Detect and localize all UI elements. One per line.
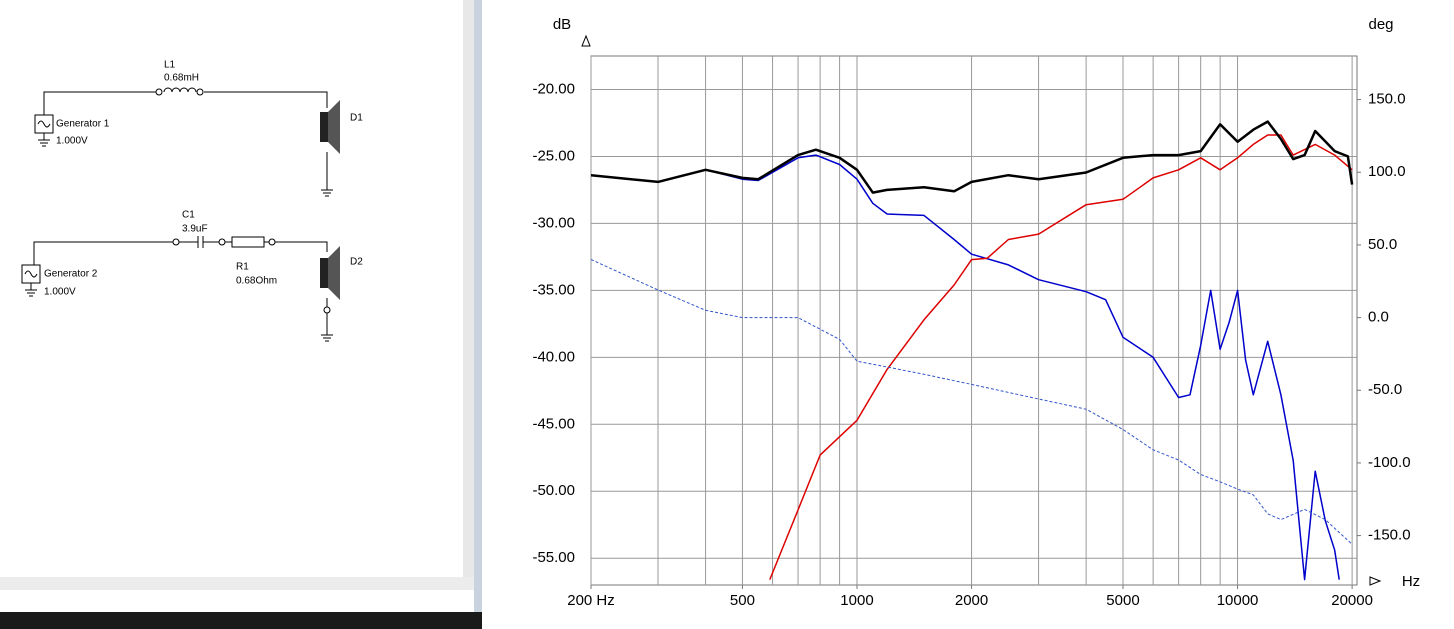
- capacitor-symbol[interactable]: [197, 236, 204, 248]
- node: [172, 238, 180, 246]
- x-tick-label: 1000: [840, 592, 873, 609]
- y2-tick-label: 150.0: [1368, 91, 1406, 108]
- y-tick-label: -55.00: [532, 549, 575, 566]
- speaker-symbol[interactable]: [320, 258, 328, 288]
- taskbar-strip: [0, 612, 482, 629]
- horizontal-scrollbar[interactable]: [0, 577, 474, 590]
- generator-voltage: 1.000V: [56, 136, 88, 147]
- series-line: [591, 259, 1353, 545]
- axis-arrow: [581, 34, 1382, 586]
- generator-wave: [24, 270, 38, 278]
- x-tick-label: 10000: [1217, 592, 1259, 609]
- x-tick-label: 500: [730, 592, 755, 609]
- resistor-symbol[interactable]: [231, 236, 265, 248]
- y-tick-label: -35.00: [532, 281, 575, 298]
- y-axis-label: dB: [553, 16, 571, 33]
- y-tick-label: -20.00: [532, 80, 575, 97]
- resistor-ref: R1: [236, 262, 249, 273]
- y2-tick-label: 50.0: [1368, 236, 1397, 253]
- speaker-cone: [328, 100, 340, 154]
- series-line: [591, 154, 1340, 581]
- node: [268, 238, 276, 246]
- schematic-canvas: [0, 0, 474, 612]
- driver-label: D2: [350, 257, 363, 268]
- series-line: [769, 134, 1353, 580]
- y-tick-label: -30.00: [532, 214, 575, 231]
- chart: dB deg Hz -20.00 -25.00 -30.00 -35.00 -40.00…: [532, 16, 1420, 609]
- y2-tick-label: -100.0: [1368, 454, 1411, 471]
- node: [155, 88, 163, 96]
- generator-label: Generator 2: [44, 269, 98, 280]
- x-tick-label: 2000: [955, 592, 988, 609]
- generator-wave: [37, 120, 51, 128]
- speaker-symbol[interactable]: [320, 112, 328, 142]
- capacitor-ref: C1: [182, 210, 195, 221]
- wire: [25, 241, 333, 342]
- x-tick-label: 20000: [1331, 592, 1373, 609]
- node: [218, 238, 226, 246]
- y2-tick-label: -150.0: [1368, 527, 1411, 544]
- window-border: [474, 0, 482, 629]
- y2-tick-label: 100.0: [1368, 163, 1406, 180]
- generator-label: Generator 1: [56, 119, 110, 130]
- vertical-scrollbar[interactable]: [463, 0, 474, 590]
- resistor-value: 0.68Ohm: [236, 276, 277, 287]
- schematic-panel: Generator 1 1.000V L1 0.68mH D1 Generato…: [0, 0, 482, 629]
- series-line: [591, 120, 1354, 194]
- inductor-symbol[interactable]: [163, 87, 197, 93]
- driver-label: D1: [350, 113, 363, 124]
- speaker-cone: [328, 246, 340, 300]
- y2-tick-label: -50.0: [1368, 381, 1402, 398]
- y-tick-label: -40.00: [532, 348, 575, 365]
- generator-voltage: 1.000V: [44, 287, 76, 298]
- y-tick-label: -45.00: [532, 415, 575, 432]
- y2-axis-label: deg: [1368, 16, 1393, 33]
- inductor-value: 0.68mH: [164, 73, 199, 84]
- node: [323, 306, 331, 314]
- wire: [38, 91, 333, 197]
- x-tick-label: 5000: [1106, 592, 1139, 609]
- capacitor-value: 3.9uF: [182, 224, 208, 235]
- y2-tick-label: 0.0: [1368, 309, 1389, 326]
- x-tick-label: 200 Hz: [567, 592, 615, 609]
- node: [196, 88, 204, 96]
- y-tick-label: -25.00: [532, 147, 575, 164]
- x-axis-label: Hz: [1402, 573, 1420, 590]
- y-tick-label: -50.00: [532, 482, 575, 499]
- inductor-ref: L1: [164, 60, 176, 71]
